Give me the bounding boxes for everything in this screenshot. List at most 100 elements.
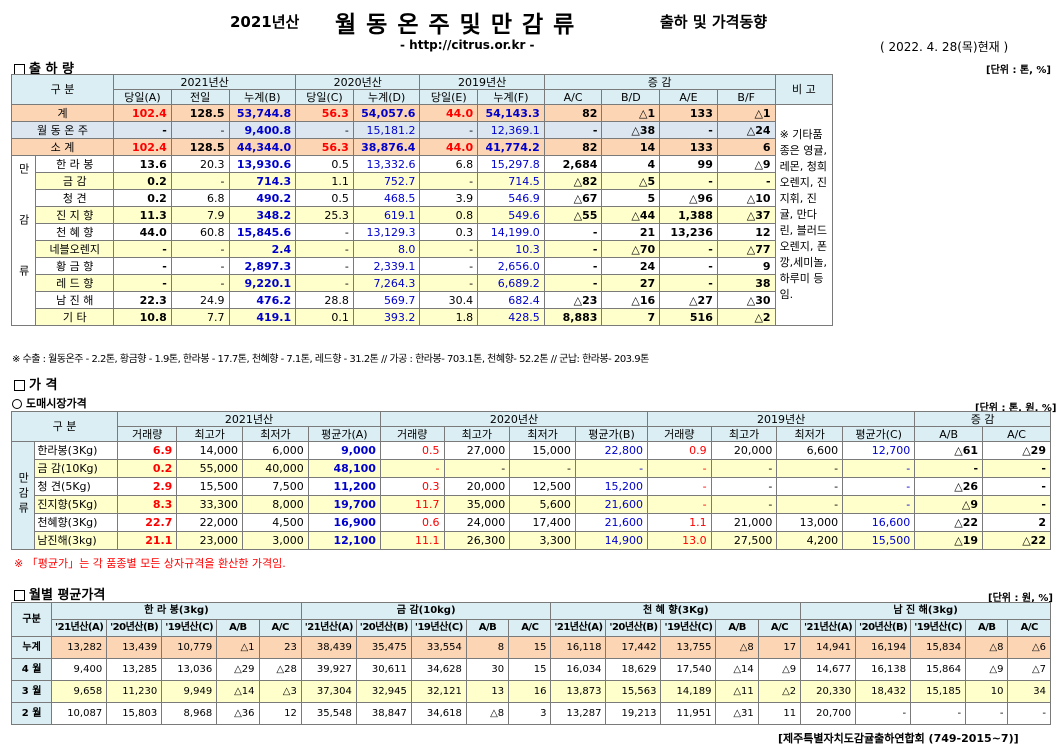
data-cell: 102.4	[113, 138, 172, 156]
data-cell: -	[776, 477, 844, 496]
data-cell: 15,563	[605, 680, 662, 703]
data-cell: 9,000	[307, 441, 381, 460]
header-2019: 2019년산	[647, 411, 916, 427]
data-cell: 6.8	[419, 155, 479, 173]
data-cell: -	[113, 240, 172, 258]
row-label: 네블오렌지	[35, 240, 115, 258]
data-cell: 26,300	[443, 531, 511, 550]
data-cell: △2	[716, 308, 776, 326]
table-row: 천 혜 향 44.0 60.8 15,845.6-13,129.3 0.3 14,199.…	[12, 223, 1051, 241]
table-row: 당일(A) 전일 누계(B) 당일(C) 누계(D) 당일(E) 누계(F) A/C B/D A/…	[12, 89, 1051, 105]
data-cell: 7,264.3	[352, 274, 421, 292]
subheader-cell: 누계(B)	[228, 89, 297, 105]
subheader-cell: 최고가	[443, 426, 511, 442]
data-cell: -	[170, 257, 230, 275]
data-cell: 9,949	[161, 680, 218, 703]
data-cell: 14,677	[800, 658, 857, 681]
data-cell: △23	[543, 291, 603, 309]
row-label: 남 진 해	[35, 291, 115, 309]
subheader-cell: 최고가	[176, 426, 244, 442]
table-row: 남 진 해 22.3 24.9 476.2 28.8 569.7 30.4 682.4 △23 △…	[12, 291, 1051, 309]
data-cell: 15,500	[176, 477, 244, 496]
data-cell: 44.0	[113, 223, 172, 241]
data-cell: 33,300	[176, 495, 244, 514]
data-cell: 38	[716, 274, 776, 292]
data-cell: 8	[465, 636, 510, 659]
data-cell: 7,500	[242, 477, 309, 496]
data-cell: 490.2	[228, 189, 297, 207]
header-2021: 2021년산	[113, 74, 297, 90]
row-label: 금 감(10Kg)	[34, 459, 118, 478]
data-cell: 17,442	[605, 636, 662, 659]
data-cell: 10.3	[477, 240, 545, 258]
data-cell: 21.1	[116, 531, 178, 550]
data-cell: -	[574, 459, 649, 478]
data-cell: 14	[601, 138, 661, 156]
data-cell: 12,100	[307, 531, 381, 550]
subheader-cell: 당일(E)	[419, 89, 479, 105]
data-cell: △14	[715, 658, 759, 681]
data-cell: △10	[716, 189, 776, 207]
data-cell: 13,332.6	[352, 155, 421, 173]
data-cell: -	[910, 702, 967, 725]
data-cell: -	[443, 459, 511, 478]
data-cell: 44,344.0	[228, 138, 297, 156]
data-cell: 6	[716, 138, 776, 156]
data-cell: 27,000	[443, 441, 511, 460]
data-cell: -	[543, 257, 603, 275]
data-cell: 11,230	[106, 680, 163, 703]
data-cell: 19,213	[605, 702, 662, 725]
row-label: 한라봉(3Kg)	[34, 441, 118, 460]
subheader-cell: '21년산(A)	[51, 619, 108, 637]
data-cell: -	[659, 240, 718, 258]
data-cell: -	[842, 459, 916, 478]
data-cell: 10,779	[161, 636, 218, 659]
data-cell: 9,658	[51, 680, 108, 703]
data-cell: 0.3	[379, 477, 445, 496]
subheader-cell: A/E	[659, 89, 718, 105]
data-cell: 6,000	[242, 441, 309, 460]
data-cell: △77	[716, 240, 776, 258]
header-2020: 2020년산	[379, 411, 649, 427]
data-cell: -	[659, 274, 718, 292]
data-cell: △1	[601, 104, 661, 122]
data-cell: 16,194	[855, 636, 912, 659]
data-cell: 7.9	[170, 206, 230, 224]
data-cell: 16,138	[855, 658, 912, 681]
row-label: 진 지 향	[35, 206, 115, 224]
data-cell: 22,800	[574, 441, 649, 460]
data-cell: 20,700	[800, 702, 857, 725]
data-cell: 714.3	[228, 172, 297, 190]
data-cell: -	[170, 240, 230, 258]
data-cell: 38,847	[355, 702, 412, 725]
data-cell: 569.7	[352, 291, 421, 309]
data-cell: 15,297.8	[477, 155, 545, 173]
data-cell: 10.8	[113, 308, 172, 326]
table-row: 금 감(10Kg) 0.2 55,000 40,000 48,100- - - - - - - - - -	[12, 459, 1051, 478]
site-url[interactable]: - http://citrus.or.kr -	[400, 38, 535, 52]
data-cell: 32,121	[410, 680, 467, 703]
data-cell: -	[982, 477, 1051, 496]
data-cell: 27,500	[710, 531, 778, 550]
data-cell: -	[716, 172, 776, 190]
data-cell: 35,475	[355, 636, 412, 659]
data-cell: 54,143.3	[477, 104, 545, 122]
data-cell: 23	[258, 636, 302, 659]
data-cell: -	[982, 495, 1051, 514]
row-label: 누계	[10, 636, 53, 659]
data-cell: △55	[543, 206, 603, 224]
data-cell: △19	[914, 531, 984, 550]
subheader-cell: 평균가(B)	[574, 426, 649, 442]
data-cell: -	[1007, 702, 1051, 725]
data-cell: -	[659, 121, 718, 139]
data-cell: -	[295, 240, 354, 258]
data-cell: -	[982, 459, 1051, 478]
data-cell: 35,000	[443, 495, 511, 514]
data-cell: 15,181.2	[352, 121, 421, 139]
data-cell: 9,400.8	[228, 121, 297, 139]
data-cell: 15,185	[910, 680, 967, 703]
page-title: 월 동 온 주 및 만 감 류	[335, 12, 576, 38]
row-label: 2 월	[10, 702, 53, 725]
subheader-cell: 누계(D)	[352, 89, 421, 105]
table-row: 청 견 0.2 6.8 490.2 0.5 468.5 3.9 546.9 △67 5 △96 △10	[12, 189, 1051, 207]
